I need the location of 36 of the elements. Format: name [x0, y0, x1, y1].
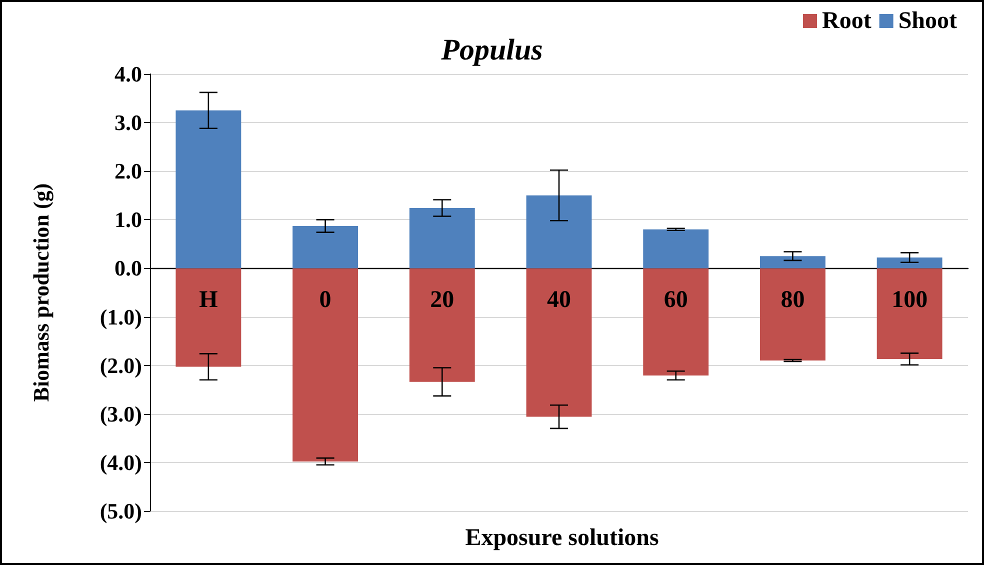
- chart-title: Populus: [440, 34, 543, 66]
- y-tick-label: 0.0: [114, 256, 142, 281]
- y-tick-label: (2.0): [100, 352, 142, 378]
- y-tick-label: 3.0: [114, 110, 142, 136]
- bar: [292, 268, 358, 462]
- y-tick-label: 4.0: [114, 62, 142, 86]
- bar: [176, 110, 242, 268]
- bar: [760, 256, 826, 268]
- bar: [409, 268, 475, 382]
- x-axis-title: Exposure solutions: [465, 525, 659, 551]
- bar: [409, 208, 475, 268]
- bar: [526, 195, 592, 268]
- x-tick-label: H: [199, 287, 218, 313]
- bar: [526, 268, 592, 417]
- y-axis-title: Biomass production (g): [28, 183, 54, 402]
- x-tick-label: 100: [892, 287, 928, 313]
- y-tick-label: (1.0): [100, 304, 142, 330]
- x-tick-label: 80: [780, 287, 805, 313]
- bar: [876, 268, 942, 360]
- bar: [876, 258, 942, 268]
- bar: [643, 268, 709, 376]
- y-tick-label: 2.0: [114, 158, 142, 184]
- x-tick-label: 20: [430, 287, 454, 313]
- x-tick-label: 60: [664, 287, 688, 313]
- y-tick-label: 1.0: [114, 207, 142, 232]
- y-tick-label: (3.0): [100, 401, 142, 426]
- bar: [760, 268, 826, 360]
- bar: [643, 229, 709, 268]
- bar: [292, 226, 358, 268]
- y-tick-label: (4.0): [100, 450, 142, 475]
- legend-label: Shoot: [898, 8, 958, 34]
- x-tick-label: 40: [547, 287, 571, 313]
- y-tick-label: (5.0): [100, 498, 142, 524]
- x-tick-label: 0: [319, 287, 332, 313]
- legend-label: Root: [822, 8, 872, 34]
- bar: [176, 268, 242, 367]
